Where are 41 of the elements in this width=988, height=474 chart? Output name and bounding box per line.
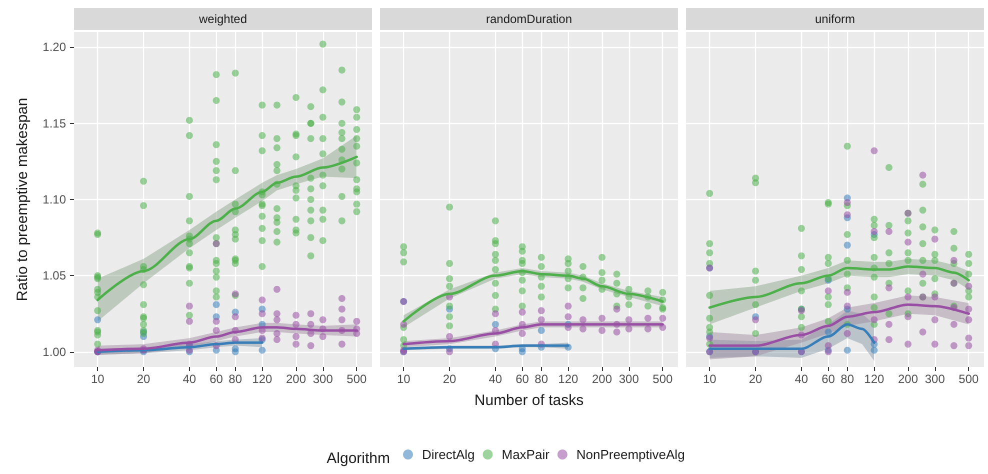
x-tick-label: 120 bbox=[558, 372, 579, 386]
y-tick-label: 1.05 bbox=[42, 268, 66, 283]
x-tick-label: 40 bbox=[182, 372, 196, 386]
y-tick-label: 1.10 bbox=[42, 192, 66, 206]
x-tick-label: 120 bbox=[864, 372, 885, 386]
x-tick-label: 20 bbox=[748, 372, 763, 386]
x-tick-label: 300 bbox=[924, 372, 946, 386]
x-tick-label: 20 bbox=[136, 372, 151, 386]
y-tick-label: 1.20 bbox=[42, 40, 66, 54]
x-tick-label: 80 bbox=[228, 372, 242, 386]
x-tick-label: 80 bbox=[840, 372, 854, 386]
chart-title: uniform bbox=[814, 12, 856, 26]
x-tick-label: 120 bbox=[252, 372, 273, 386]
y-axis-title: Ratio to preemptive makespan bbox=[14, 98, 31, 302]
x-tick-label: 500 bbox=[958, 372, 980, 386]
legend-label: NonPreemptiveAlg bbox=[576, 447, 685, 462]
x-axis-title: Number of tasks bbox=[474, 392, 584, 409]
y-tick-label: 1.00 bbox=[42, 344, 66, 359]
x-tick-label: 10 bbox=[90, 372, 105, 386]
x-tick-label: 10 bbox=[396, 372, 411, 386]
x-tick-label: 60 bbox=[210, 372, 224, 386]
x-tick-label: 500 bbox=[346, 372, 368, 386]
chart-title: randomDuration bbox=[486, 12, 572, 26]
x-tick-label: 500 bbox=[652, 372, 674, 386]
x-tick-label: 60 bbox=[516, 372, 530, 386]
x-tick-label: 40 bbox=[488, 372, 502, 386]
x-tick-label: 80 bbox=[534, 372, 548, 386]
x-tick-label: 10 bbox=[702, 372, 717, 386]
x-tick-label: 300 bbox=[312, 372, 334, 386]
legend-label: DirectAlg bbox=[422, 447, 475, 462]
x-tick-label: 300 bbox=[618, 372, 640, 386]
chart-title: weighted bbox=[198, 12, 248, 26]
x-tick-label: 20 bbox=[442, 372, 457, 386]
y-tick-label: 1.15 bbox=[42, 116, 66, 130]
x-tick-label: 200 bbox=[898, 372, 918, 386]
x-tick-label: 200 bbox=[286, 372, 306, 386]
legend-label: MaxPair bbox=[502, 447, 550, 462]
legend-title: Algorithm bbox=[326, 450, 390, 467]
x-tick-label: 40 bbox=[794, 372, 808, 386]
x-tick-label: 60 bbox=[822, 372, 836, 386]
x-tick-label: 200 bbox=[592, 372, 612, 386]
